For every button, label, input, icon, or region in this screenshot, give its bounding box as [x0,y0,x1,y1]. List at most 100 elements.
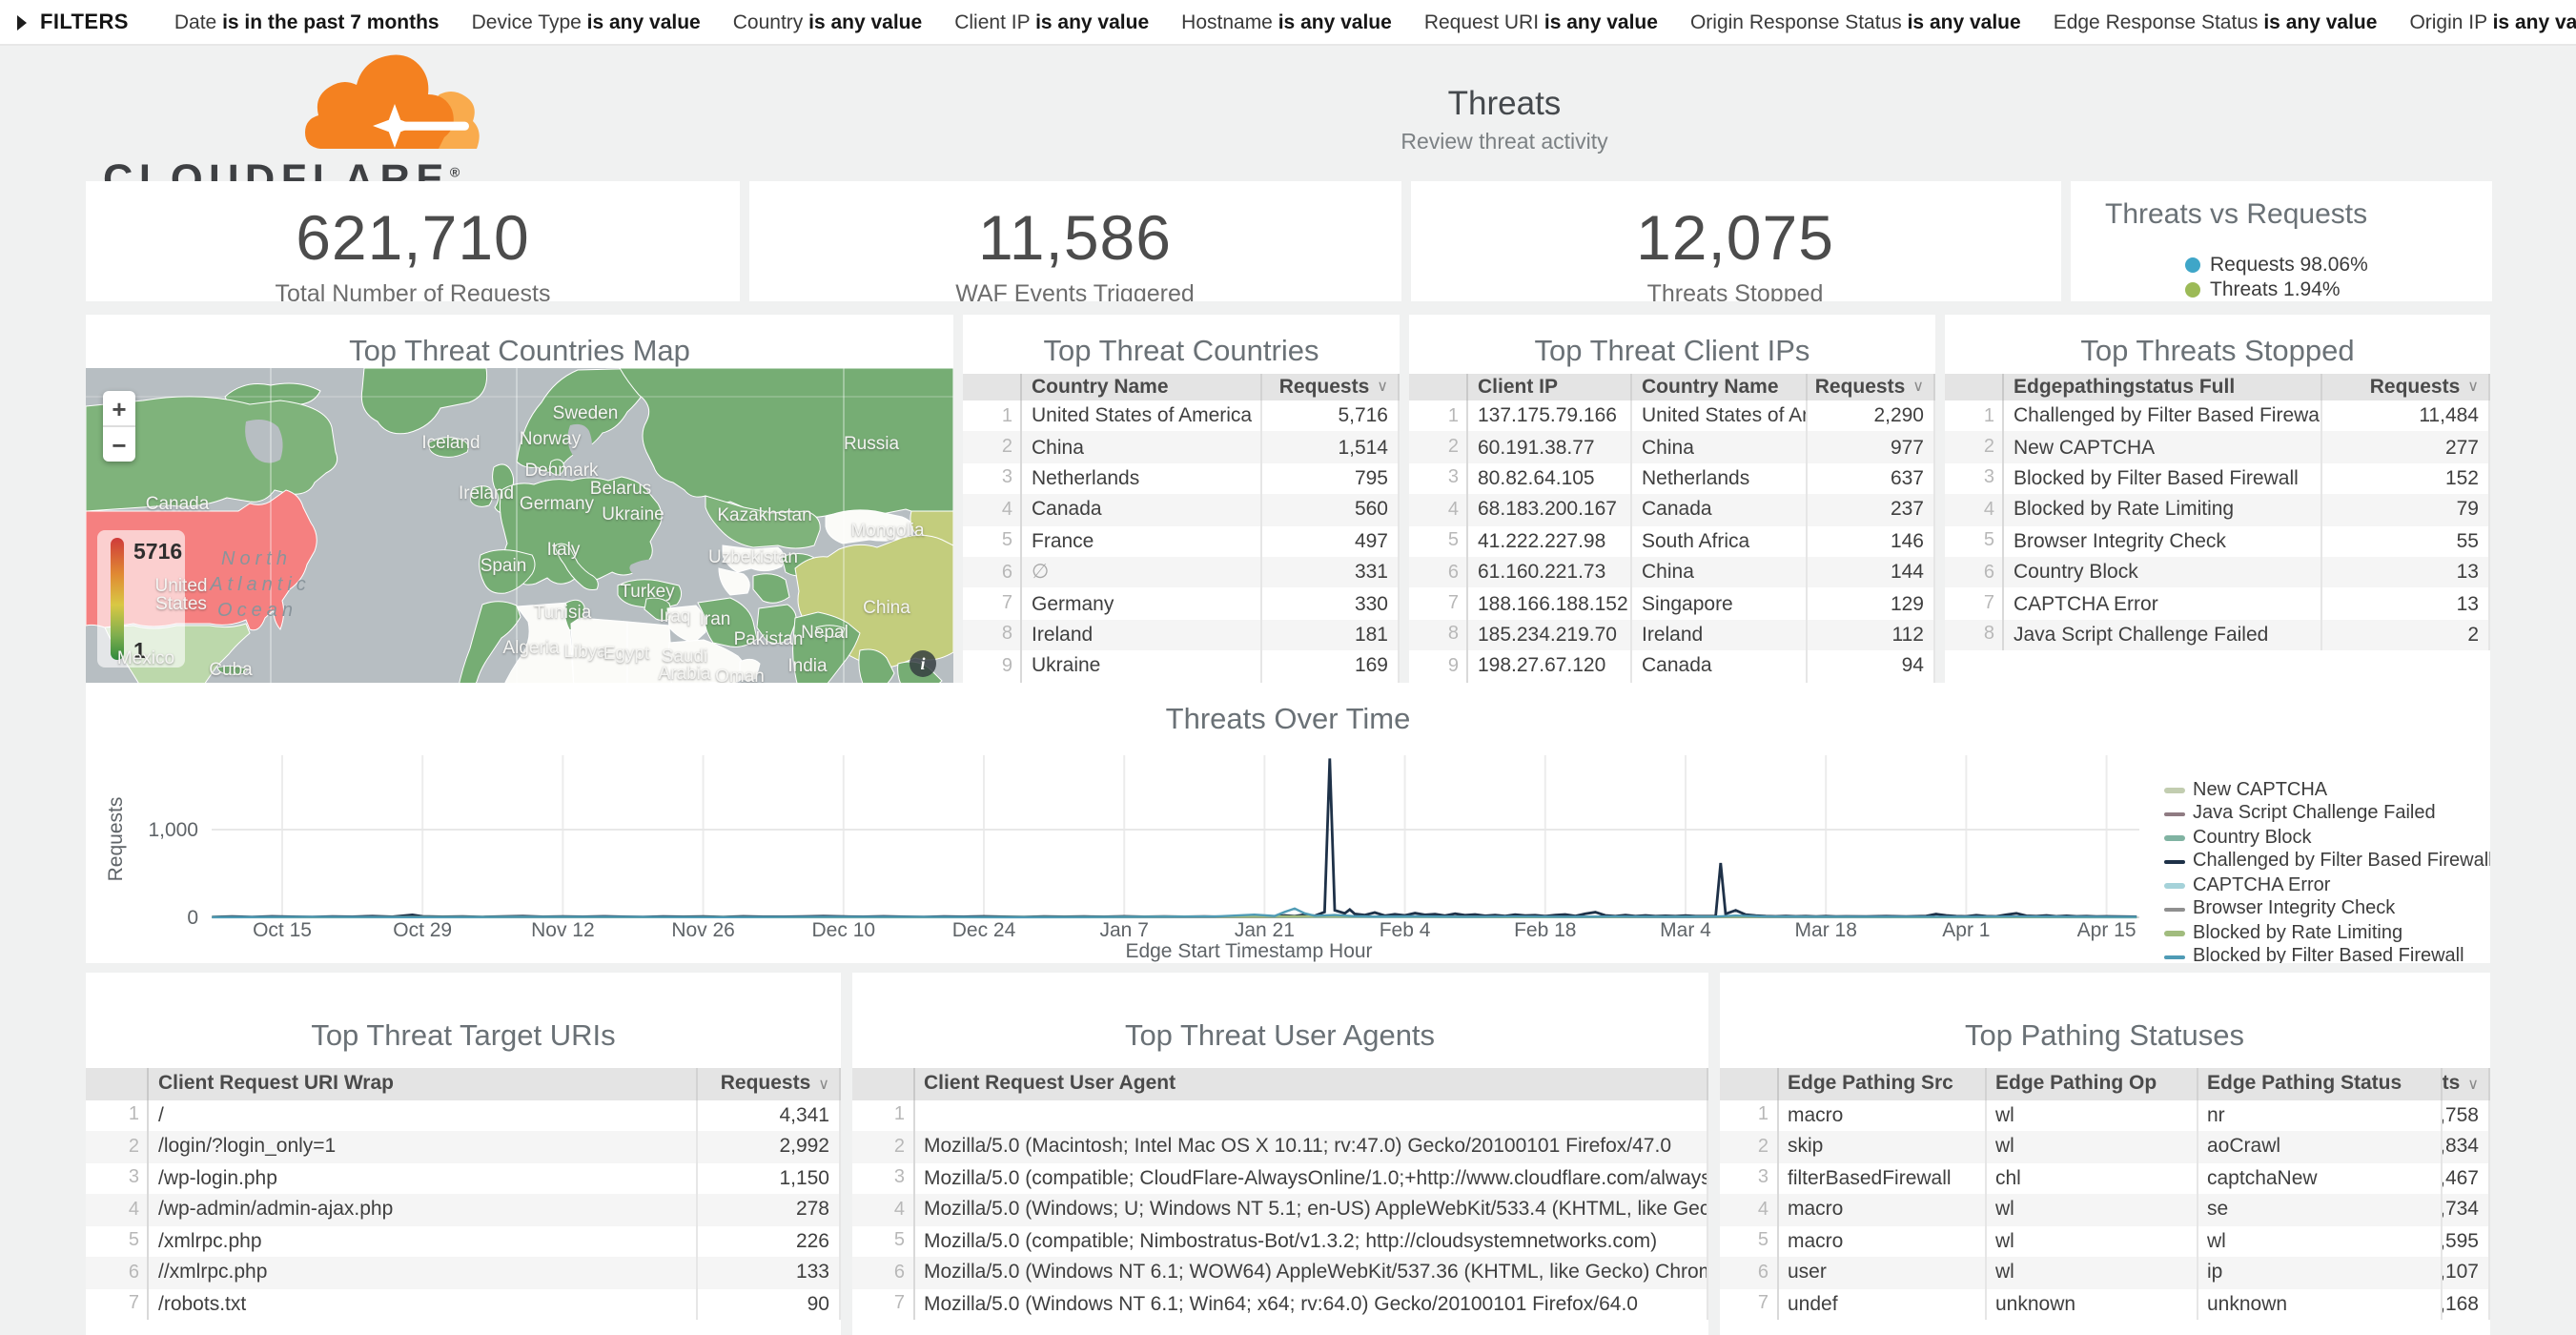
legend-item[interactable]: Country Block [2164,826,2490,850]
legend-item[interactable]: Blocked by Rate Limiting [2164,921,2490,945]
column-header[interactable]: Requests∨ [2322,373,2490,400]
world-map[interactable]: 5716 1 Canada United States Mexico Cuba Icela… [86,368,953,690]
table-row[interactable]: 7 Germany 330 [963,587,1400,620]
table-row[interactable]: 6userwlip2,107 [1719,1257,2490,1288]
map-info-button[interactable]: i [910,650,936,677]
table-row[interactable]: 8 Java Script Challenge Failed 2 [1945,619,2490,651]
legend-item[interactable]: Java Script Challenge Failed [2164,802,2490,826]
table-row[interactable]: 1/4,341 [86,1099,841,1131]
table-row[interactable]: 6 ∅ 331 [963,556,1400,588]
column-header[interactable]: Requests∨ [698,1067,841,1099]
table-row[interactable]: 5 41.222.227.98 South Africa 146 [1409,525,1935,557]
table-row[interactable]: 4 Blocked by Rate Limiting 79 [1945,494,2490,526]
table-row[interactable]: 5 Browser Integrity Check 55 [1945,525,2490,557]
table-row[interactable]: 7/robots.txt 90 [86,1288,841,1320]
column-header[interactable]: Client Request User Agent [914,1067,1708,1099]
table-row[interactable]: 3/wp-login.php 1,150 [86,1162,841,1194]
legend-item[interactable]: CAPTCHA Error [2164,873,2490,897]
threats-over-time-chart: Oct 15 Oct 29 Nov 12 Nov 26 Dec 10 Dec 24 Jan … [105,755,2139,962]
table-row[interactable]: 6//xmlrpc.php 133 [86,1257,841,1288]
table-row[interactable]: 1 [851,1099,1708,1131]
stat-label: Total Number of Requests [275,280,551,300]
legend-item[interactable]: Browser Integrity Check [2164,897,2490,921]
filter-item[interactable]: Device Type is any value [471,10,701,33]
country-label: Mexico [117,648,174,668]
column-header[interactable]: Edge Pathing Src [1778,1067,1986,1099]
table-row[interactable]: 4 Canada 560 [963,494,1400,526]
column-header[interactable]: Requests∨ [1262,373,1400,400]
column-header[interactable]: Country Name [1022,373,1262,400]
legend-item[interactable]: Blocked by Filter Based Firewall [2164,945,2490,963]
table-row[interactable]: 8 185.234.219.70 Ireland 112 [1409,619,1935,651]
table-row[interactable]: 8 Ireland 181 [963,619,1400,651]
table-row[interactable]: 4 68.183.200.167 Canada 237 [1409,494,1935,526]
table-row[interactable]: 9 198.27.67.120 Canada 94 [1409,650,1935,683]
filter-item[interactable]: Origin IP is any value [2409,10,2576,33]
table-row[interactable]: 7 CAPTCHA Error 13 [1945,587,2490,620]
column-header[interactable]: Requests∨ [1808,373,1935,400]
table-row[interactable]: 3 Mozilla/5.0 (compatible; CloudFlare-Alw… [851,1162,1708,1194]
table-row[interactable]: 7 188.166.188.152 Singapore 129 [1409,587,1935,620]
x-tick-label: Jan 7 [1100,919,1149,941]
table-cell: 5,716 [1262,400,1400,432]
pie-legend-item[interactable]: Requests 98.06% [2185,252,2368,277]
filters-toggle[interactable]: FILTERS [40,10,129,33]
column-header[interactable]: Client Request URI Wrap [149,1067,698,1099]
table-row[interactable]: 1macrowlnr554,758 [1719,1099,2490,1131]
table-row[interactable]: 1 United States of America 5,716 [963,400,1400,432]
filters-expand-icon[interactable] [17,14,27,30]
table-cell: 1,168 [2442,1288,2490,1320]
table-row[interactable]: 5 France 497 [963,525,1400,557]
table-row[interactable]: 5/xmlrpc.php 226 [86,1225,841,1257]
table-row[interactable]: 3 80.82.64.105 Netherlands 637 [1409,462,1935,495]
column-header[interactable]: Requests∨ [2442,1067,2490,1099]
column-header[interactable]: Country Name [1632,373,1808,400]
x-tick-label: Dec 24 [952,919,1016,941]
pie-legend-item[interactable]: Threats 1.94% [2185,277,2368,300]
table-row[interactable]: 2 China 1,514 [963,431,1400,463]
table-row[interactable]: 5macrowlwl6,595 [1719,1225,2490,1257]
filter-item[interactable]: Country is any value [732,10,923,33]
zoom-out-button[interactable]: − [112,430,127,459]
table-row[interactable]: 2/login/?login_only=1 2,992 [86,1131,841,1162]
column-header[interactable]: Edgepathingstatus Full [2004,373,2322,400]
table-row[interactable]: 2 Mozilla/5.0 (Macintosh; Intel Mac OS X … [851,1131,1708,1162]
table-row[interactable]: 6 61.160.221.73 China 144 [1409,556,1935,588]
table-cell: 2,107 [2442,1257,2490,1288]
filter-item[interactable]: Origin Response Status is any value [1689,10,2021,33]
table-row[interactable]: 5 Mozilla/5.0 (compatible; Nimbostratus-B… [851,1225,1708,1257]
column-header[interactable]: Edge Pathing Status [2198,1067,2442,1099]
column-header[interactable]: Edge Pathing Op [1986,1067,2198,1099]
filter-item[interactable]: Hostname is any value [1181,10,1392,33]
table-row[interactable]: 3 Netherlands 795 [963,462,1400,495]
table-row[interactable]: 9 Ukraine 169 [963,650,1400,683]
table-row[interactable]: 6 Country Block 13 [1945,556,2490,588]
table-row[interactable]: 4macrowlse6,734 [1719,1194,2490,1225]
country-label: Ireland [459,483,514,503]
row-number: 2 [1945,431,2004,463]
filter-item[interactable]: Edge Response Status is any value [2053,10,2378,33]
table-row[interactable]: 2 60.191.38.77 China 977 [1409,431,1935,463]
zoom-in-button[interactable]: + [103,391,135,427]
table-cell: macro [1778,1099,1986,1131]
column-header[interactable]: Client IP [1468,373,1632,400]
table-row[interactable]: 3filterBasedFirewallchlcaptchaNew11,467 [1719,1162,2490,1194]
table-row[interactable]: 1 Challenged by Filter Based Firewall 11,4… [1945,400,2490,432]
table-row[interactable]: 3 Blocked by Filter Based Firewall 152 [1945,462,2490,495]
table-row[interactable]: 7 Mozilla/5.0 (Windows NT 6.1; Win64; x64… [851,1288,1708,1320]
legend-item[interactable]: New CAPTCHA [2164,778,2490,802]
filter-item[interactable]: Request URI is any value [1423,10,1658,33]
legend-item[interactable]: Challenged by Filter Based Firewall [2164,850,2490,873]
table-row[interactable]: 2skipwlaoCrawl37,834 [1719,1131,2490,1162]
table-row[interactable]: 4 Mozilla/5.0 (Windows; U; Windows NT 5.1… [851,1194,1708,1225]
filter-item[interactable]: Client IP is any value [954,10,1150,33]
table-cell: China [1022,431,1262,463]
registered-mark: ® [449,167,460,181]
country-label: Algeria [502,638,560,658]
table-row[interactable]: 4/wp-admin/admin-ajax.php 278 [86,1194,841,1225]
table-row[interactable]: 2 New CAPTCHA 277 [1945,431,2490,463]
table-row[interactable]: 6 Mozilla/5.0 (Windows NT 6.1; WOW64) App… [851,1257,1708,1288]
filter-item[interactable]: Date is in the past 7 months [174,10,440,33]
